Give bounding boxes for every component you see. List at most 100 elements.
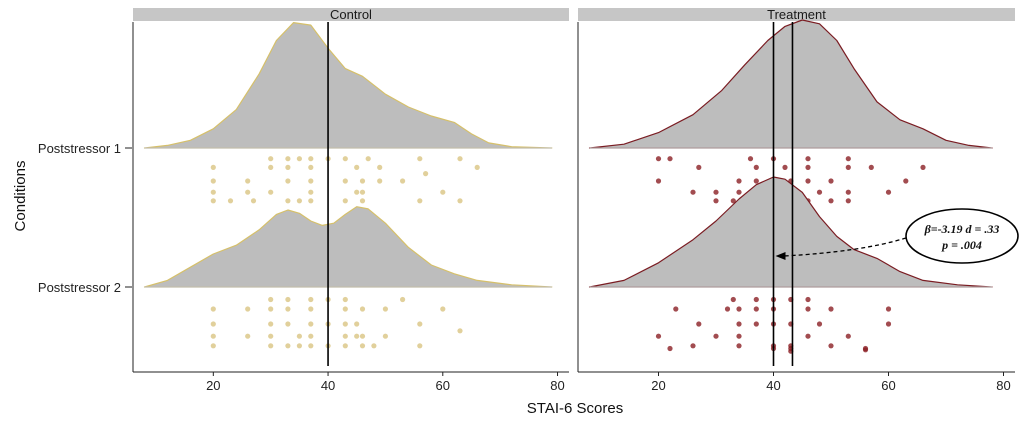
data-point	[359, 198, 366, 204]
data-point	[210, 321, 216, 327]
strip-label: Control	[330, 7, 372, 22]
data-point	[227, 198, 234, 204]
data-point	[308, 306, 314, 312]
data-point	[816, 321, 823, 327]
data-point	[845, 164, 851, 170]
data-point	[828, 306, 834, 312]
data-point	[210, 164, 216, 170]
data-point	[342, 156, 348, 162]
data-point	[296, 343, 302, 349]
data-point	[245, 306, 251, 312]
data-point	[885, 321, 892, 327]
data-point	[736, 178, 742, 184]
data-point	[753, 321, 759, 327]
data-point	[696, 321, 702, 327]
data-point	[457, 156, 463, 162]
data-point	[359, 306, 366, 312]
data-point	[862, 345, 869, 352]
data-point	[805, 296, 811, 303]
data-point	[285, 296, 291, 303]
data-point	[400, 178, 406, 184]
data-point	[903, 178, 909, 184]
facet-strips: Control Treatment	[133, 7, 1015, 22]
annotation-line-2: p = .004	[941, 238, 982, 252]
data-point	[285, 198, 291, 204]
data-point	[308, 189, 314, 195]
data-point	[655, 178, 662, 184]
data-point	[268, 321, 274, 327]
data-point	[359, 178, 366, 184]
data-point	[730, 296, 736, 303]
data-point	[245, 178, 251, 184]
data-point	[268, 296, 274, 303]
data-point	[805, 333, 811, 339]
annotation-line-1: β=-3.19 d = .33	[924, 222, 1000, 236]
strip-control	[133, 8, 569, 21]
x-tick-label: 60	[881, 378, 895, 393]
data-point	[690, 343, 696, 349]
x-tick-label: 40	[766, 378, 780, 393]
data-point	[377, 178, 383, 184]
data-point	[828, 198, 834, 204]
data-point	[308, 178, 314, 184]
data-point	[296, 156, 302, 162]
data-point	[359, 333, 366, 339]
data-point	[713, 189, 719, 195]
data-point	[885, 189, 892, 195]
data-point	[474, 164, 480, 170]
annotation-ellipse	[905, 208, 1019, 264]
data-point	[845, 198, 851, 204]
data-point	[359, 343, 366, 349]
data-point	[359, 189, 366, 195]
density-poststressor-1	[588, 19, 993, 149]
data-point	[210, 198, 216, 204]
y-tick-label: Poststressor 1	[38, 141, 121, 156]
data-point	[354, 333, 360, 339]
data-point	[730, 198, 736, 204]
data-point	[342, 321, 348, 327]
x-tick-label: 80	[996, 378, 1010, 393]
data-point	[354, 164, 360, 170]
x-tick-label: 20	[206, 378, 220, 393]
data-point	[805, 164, 811, 170]
data-point	[736, 333, 742, 339]
data-point	[753, 178, 759, 184]
data-point	[210, 178, 216, 184]
data-point	[690, 189, 696, 195]
data-point	[308, 343, 314, 349]
panel-control: 20 40 60 80	[132, 22, 569, 393]
data-point	[354, 321, 360, 327]
data-point	[342, 198, 348, 204]
data-point	[457, 328, 463, 334]
data-point	[753, 306, 759, 312]
data-point	[457, 198, 463, 204]
density-poststressor-2	[588, 176, 993, 288]
panels: 20 40 60 80 20 40 60 80 β=-3.19 d = .33 p = .004	[132, 19, 1019, 393]
x-tick-label: 40	[321, 378, 335, 393]
density-poststressor-1	[143, 22, 553, 149]
data-point	[816, 189, 823, 195]
data-point	[268, 189, 274, 195]
data-point	[285, 156, 291, 162]
data-point	[308, 321, 314, 327]
data-point	[285, 164, 291, 170]
data-point	[667, 345, 673, 352]
data-point	[655, 333, 662, 339]
data-point	[782, 164, 788, 170]
data-point	[423, 171, 429, 177]
data-point	[736, 189, 742, 195]
data-point	[440, 189, 446, 195]
data-point	[377, 164, 383, 170]
annotation-arrow	[783, 237, 907, 257]
data-point	[308, 198, 314, 204]
data-point	[667, 156, 673, 162]
data-point	[417, 343, 423, 349]
data-point	[342, 296, 348, 303]
y-axis-title: Conditions	[12, 161, 29, 232]
data-point	[736, 321, 742, 327]
data-point	[920, 164, 926, 170]
data-point	[250, 198, 257, 204]
data-point	[268, 306, 274, 312]
data-point	[342, 178, 348, 184]
data-point	[417, 156, 423, 162]
